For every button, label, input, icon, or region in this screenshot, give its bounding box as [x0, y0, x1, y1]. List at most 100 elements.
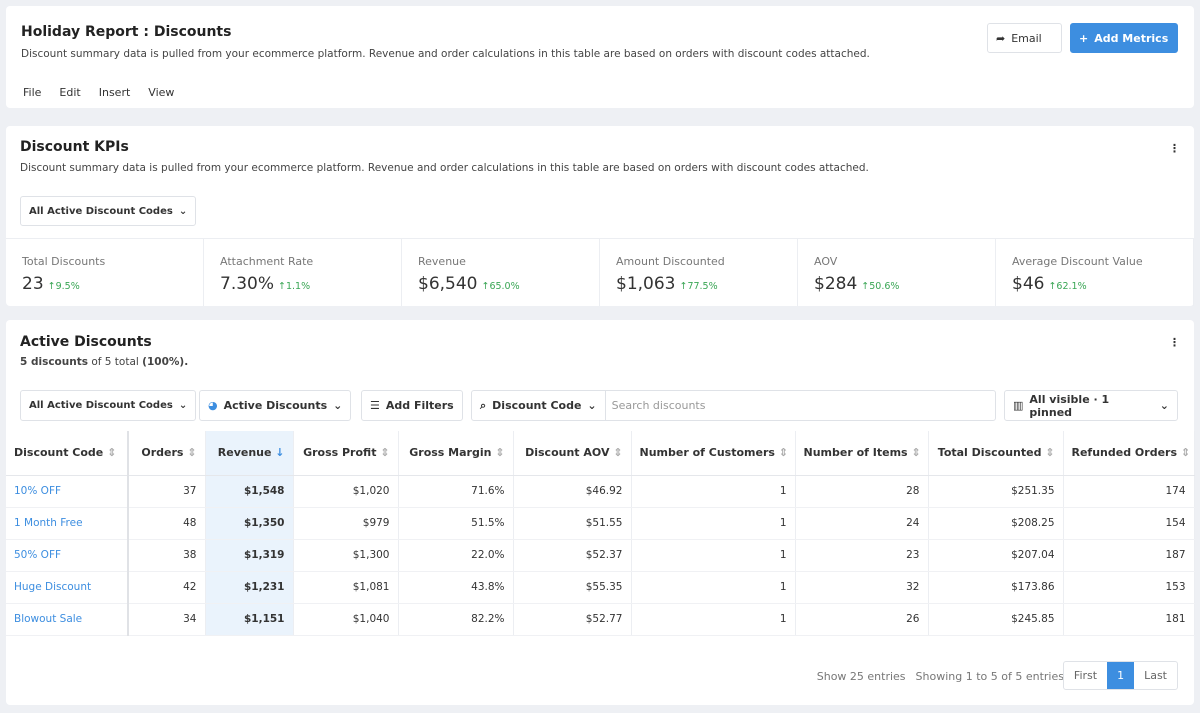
column-header[interactable]: Total Discounted ⇕	[928, 431, 1064, 476]
cell: $208.25	[928, 507, 1064, 540]
kpi-value: $1,063	[616, 274, 676, 294]
page-button[interactable]: First	[1073, 669, 1098, 682]
cell: 71.6%	[398, 475, 514, 508]
kpi-value-line: $1,063 ↑77.5%	[616, 274, 781, 294]
search-box[interactable]: ⌕ Discount Code ⌄ Search discounts	[471, 390, 996, 421]
kpi-value: $284	[814, 274, 858, 294]
cell: $1,350	[205, 507, 294, 540]
kpi-change: ↑50.6%	[861, 281, 900, 292]
menu-item[interactable]: File	[23, 86, 42, 99]
filter-dropdown[interactable]: All Active Discount Codes ⌄	[20, 196, 197, 226]
cell: 48	[128, 507, 206, 540]
cell: $1,040	[293, 603, 399, 636]
search-placeholder[interactable]: Search discounts	[611, 399, 706, 412]
sort-icon: ⇕	[103, 446, 117, 460]
cell: $55.35	[513, 571, 632, 604]
cell: $46.92	[513, 475, 632, 508]
column-header[interactable]: Gross Margin ⇕	[398, 431, 514, 476]
column-header[interactable]: Discount Code ⇕	[6, 431, 129, 476]
share-icon: ➦	[996, 31, 1006, 45]
add-metrics-button[interactable]: + Add Metrics	[1070, 23, 1178, 53]
sort-icon: ⇕	[376, 446, 390, 460]
kpi: Total Discounts 23 ↑9.5%	[6, 239, 204, 306]
column-header[interactable]: Orders ⇕	[128, 431, 206, 476]
sort-icon: ⇕	[1177, 446, 1191, 460]
kpi-change: ↑9.5%	[47, 281, 80, 292]
chevron: ⌄	[178, 400, 188, 411]
more-menu[interactable]: ⋮	[1169, 142, 1180, 155]
chevron: ⌄	[333, 399, 343, 412]
cell: $173.86	[928, 571, 1064, 604]
cell: 1	[631, 571, 796, 604]
page-size[interactable]: Show 25 entries	[816, 670, 906, 683]
page-button[interactable]: Last	[1144, 669, 1167, 682]
column-header[interactable]: Revenue ↓	[205, 431, 294, 476]
page-button[interactable]: 1	[1107, 662, 1135, 689]
discount-link[interactable]: Huge Discount	[6, 571, 129, 604]
more-menu[interactable]: ⋮	[1169, 336, 1180, 349]
cell: 1	[631, 475, 796, 508]
kpi-change-value: 9.5%	[55, 281, 80, 292]
kpi-card: Discount KPIs ⋮ Discount summary data is…	[6, 126, 1194, 306]
kpi: AOV $284 ↑50.6%	[798, 239, 996, 306]
cell: $1,151	[205, 603, 294, 636]
kpi-label: Total Discounts	[22, 255, 106, 268]
cell: $979	[293, 507, 399, 540]
filter-dropdown[interactable]: All Active Discount Codes ⌄	[20, 390, 197, 421]
label: Active Discounts	[223, 399, 328, 412]
section-description: Discount summary data is pulled from you…	[20, 162, 869, 174]
search-field-dropdown[interactable]: ⌕ Discount Code ⌄	[472, 391, 606, 420]
menu-item[interactable]: Insert	[98, 86, 131, 99]
column-header[interactable]: Discount AOV ⇕	[513, 431, 632, 476]
section-title: Active Discounts	[20, 334, 152, 350]
kpi-change-value: 62.1%	[1056, 281, 1087, 292]
cell: $1,548	[205, 475, 294, 508]
view-dropdown[interactable]: ◕ Active Discounts ⌄	[199, 390, 352, 421]
column-title: Number of Items	[803, 446, 908, 460]
kpi: Amount Discounted $1,063 ↑77.5%	[600, 239, 798, 306]
column-header[interactable]: Number of Items ⇕	[795, 431, 929, 476]
column-header[interactable]: Gross Profit ⇕	[293, 431, 399, 476]
discount-link[interactable]: 50% OFF	[6, 539, 129, 572]
cell: $1,231	[205, 571, 294, 604]
column-title: Refunded Orders	[1071, 446, 1178, 460]
kpi-change-value: 77.5%	[687, 281, 718, 292]
column-header[interactable]: Refunded Orders ⇕	[1063, 431, 1195, 476]
menu-item[interactable]: View	[148, 86, 175, 99]
cell: $251.35	[928, 475, 1064, 508]
cell: 37	[128, 475, 206, 508]
column-header[interactable]: Number of Customers ⇕	[631, 431, 796, 476]
cell: 181	[1063, 603, 1195, 636]
filter-icon: ☰	[370, 399, 380, 412]
kpi: Average Discount Value $46 ↑62.1%	[996, 239, 1194, 306]
cell: 43.8%	[398, 571, 514, 604]
discount-link[interactable]: 10% OFF	[6, 475, 129, 508]
kpi-label: AOV	[814, 255, 838, 268]
search-icon: ⌕	[480, 398, 487, 412]
discount-link[interactable]: Blowout Sale	[6, 603, 129, 636]
header-row: Discount Code ⇕ Orders ⇕ Revenue ↓ Gross Pr…	[6, 431, 1195, 476]
kpi-value: 7.30%	[220, 274, 275, 294]
add-filters-button[interactable]: ☰ Add Filters	[361, 390, 463, 421]
cell: 23	[795, 539, 929, 572]
chevron: ⌄	[1159, 399, 1169, 412]
sort-icon: ⇕	[183, 446, 197, 460]
table-card: Active Discounts ⋮ 5 discounts of 5 tota…	[6, 320, 1195, 705]
label: Discount Code	[492, 399, 582, 412]
kpi-change: ↑65.0%	[481, 281, 520, 292]
sort-icon: ⇕	[774, 446, 788, 460]
column-title: Total Discounted	[937, 446, 1042, 460]
columns-dropdown[interactable]: ▥ All visible · 1 pinned ⌄	[1004, 390, 1178, 421]
kpi-value-line: $284 ↑50.6%	[814, 274, 979, 294]
table-row: 1 Month Free 48 $1,350 $979 51.5% $51.55 1 24 $2…	[6, 507, 1195, 540]
summary: 5 discounts of 5 total (100%).	[20, 356, 188, 368]
cell: 26	[795, 603, 929, 636]
menu-item[interactable]: Edit	[59, 86, 81, 99]
sort-icon: ⇕	[609, 446, 623, 460]
email-button[interactable]: ➦ Email	[987, 23, 1062, 53]
cell: $1,300	[293, 539, 399, 572]
cell: 32	[795, 571, 929, 604]
cell: $1,081	[293, 571, 399, 604]
column-title: Number of Customers	[639, 446, 775, 460]
discount-link[interactable]: 1 Month Free	[6, 507, 129, 540]
